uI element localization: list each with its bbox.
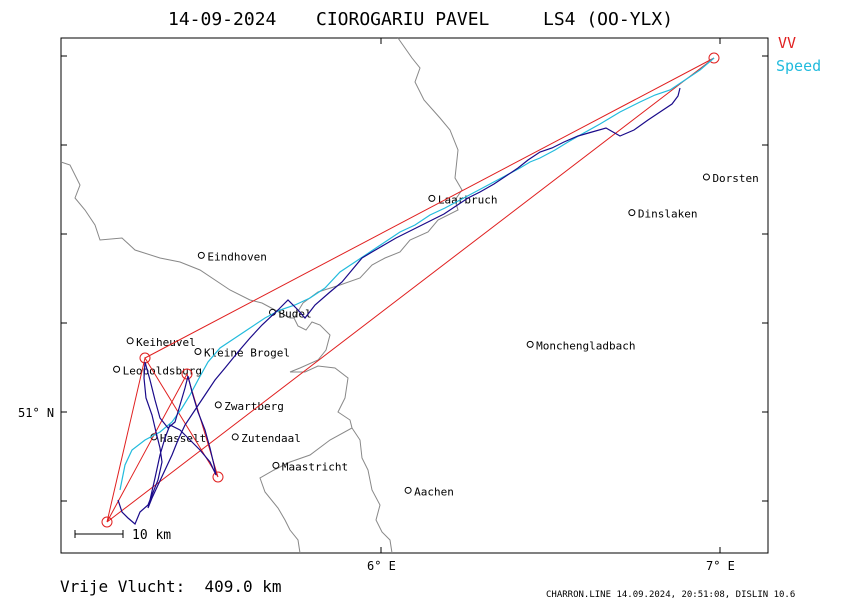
place-monchengladbach: Monchengladbach xyxy=(526,339,636,352)
place-leopoldsburg: Leopoldsburg xyxy=(113,364,202,377)
place-dinslaken: Dinslaken xyxy=(628,208,698,221)
place-marker-icon xyxy=(197,251,205,259)
flight-date: 14-09-2024 xyxy=(168,9,276,30)
place-zwartberg: Zwartberg xyxy=(214,400,284,413)
turnpoint-south xyxy=(212,471,224,483)
place-aachen: Aachen xyxy=(404,485,454,498)
place-zutendaal: Zutendaal xyxy=(231,432,301,445)
place-label: Monchengladbach xyxy=(536,339,635,352)
turnpoint-start xyxy=(101,516,113,528)
place-label: Leopoldsburg xyxy=(123,364,202,377)
place-eindhoven: Eindhoven xyxy=(197,250,267,263)
place-marker-icon xyxy=(404,486,412,494)
place-label: Zutendaal xyxy=(241,432,301,445)
place-marker-icon xyxy=(428,194,436,202)
place-marker-icon xyxy=(194,347,202,355)
place-keiheuvel: Keiheuvel xyxy=(126,336,196,349)
place-label: Dorsten xyxy=(712,172,758,185)
place-kleine-brogel: Kleine Brogel xyxy=(194,346,290,359)
place-marker-icon xyxy=(113,365,121,373)
scale-label: 10 km xyxy=(132,528,171,543)
places-layer: Dorsten Dinslaken Laarbruch Eindhoven Budel M… xyxy=(113,172,759,498)
place-label: Maastricht xyxy=(282,460,348,473)
place-marker-icon xyxy=(702,173,710,181)
country-borders xyxy=(60,37,463,554)
map-frame xyxy=(60,37,769,554)
scale-bar: 10 km xyxy=(74,528,171,543)
lon-label-7: 7° E xyxy=(706,559,735,573)
place-label: Hasselt xyxy=(160,432,206,445)
pilot-name: CIOROGARIU PAVEL xyxy=(316,9,490,30)
place-label: Budel xyxy=(279,307,312,320)
lon-label-6: 6° E xyxy=(367,559,396,573)
place-marker-icon xyxy=(126,337,134,345)
flight-track xyxy=(117,87,681,525)
place-maastricht: Maastricht xyxy=(272,460,348,473)
place-marker-icon xyxy=(272,461,280,469)
map-area: 51° N 6° E 7° E Dorsten Dinslaken Laarbruc… xyxy=(18,37,769,573)
lat-label: 51° N xyxy=(18,406,54,420)
place-label: Laarbruch xyxy=(438,193,498,206)
distance-summary: Vrije Vlucht: 409.0 km xyxy=(60,577,282,596)
place-dorsten: Dorsten xyxy=(702,172,759,185)
frame-ticks xyxy=(61,38,768,553)
place-marker-icon xyxy=(214,401,222,409)
legend-speed: Speed xyxy=(776,57,821,75)
task-route xyxy=(101,52,720,528)
place-label: Eindhoven xyxy=(207,250,267,263)
legend-vv: VV xyxy=(778,34,796,52)
place-marker-icon xyxy=(231,433,239,441)
speed-trace xyxy=(119,57,715,491)
glider-id: LS4 (OO-YLX) xyxy=(543,9,673,30)
place-marker-icon xyxy=(526,340,534,348)
credit-line: CHARRON.LINE 14.09.2024, 20:51:08, DISLI… xyxy=(546,590,795,600)
place-label: Kleine Brogel xyxy=(204,346,290,359)
place-label: Zwartberg xyxy=(224,400,284,413)
place-label: Aachen xyxy=(414,485,454,498)
turnpoint-dorsten xyxy=(708,52,720,64)
place-label: Dinslaken xyxy=(638,208,698,221)
place-marker-icon xyxy=(628,209,636,217)
place-laarbruch: Laarbruch xyxy=(428,193,498,206)
